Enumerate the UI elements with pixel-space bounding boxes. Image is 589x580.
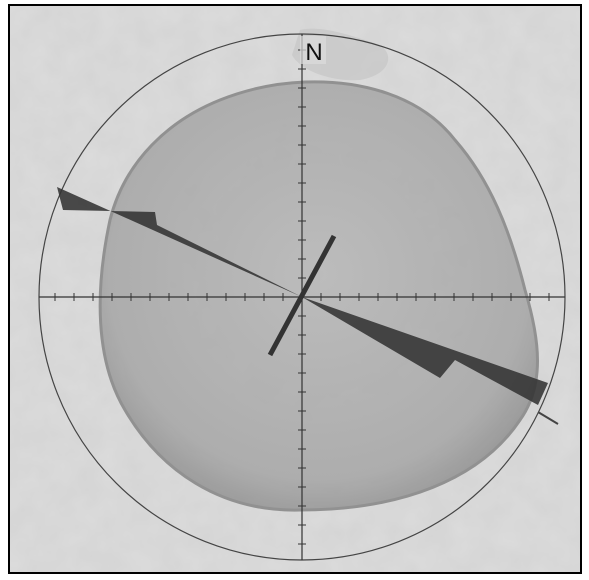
page: {"compass": {"north_label": "N"}} N (() … [0, 0, 589, 580]
north-label: N [305, 39, 322, 66]
scene: N [0, 0, 589, 580]
